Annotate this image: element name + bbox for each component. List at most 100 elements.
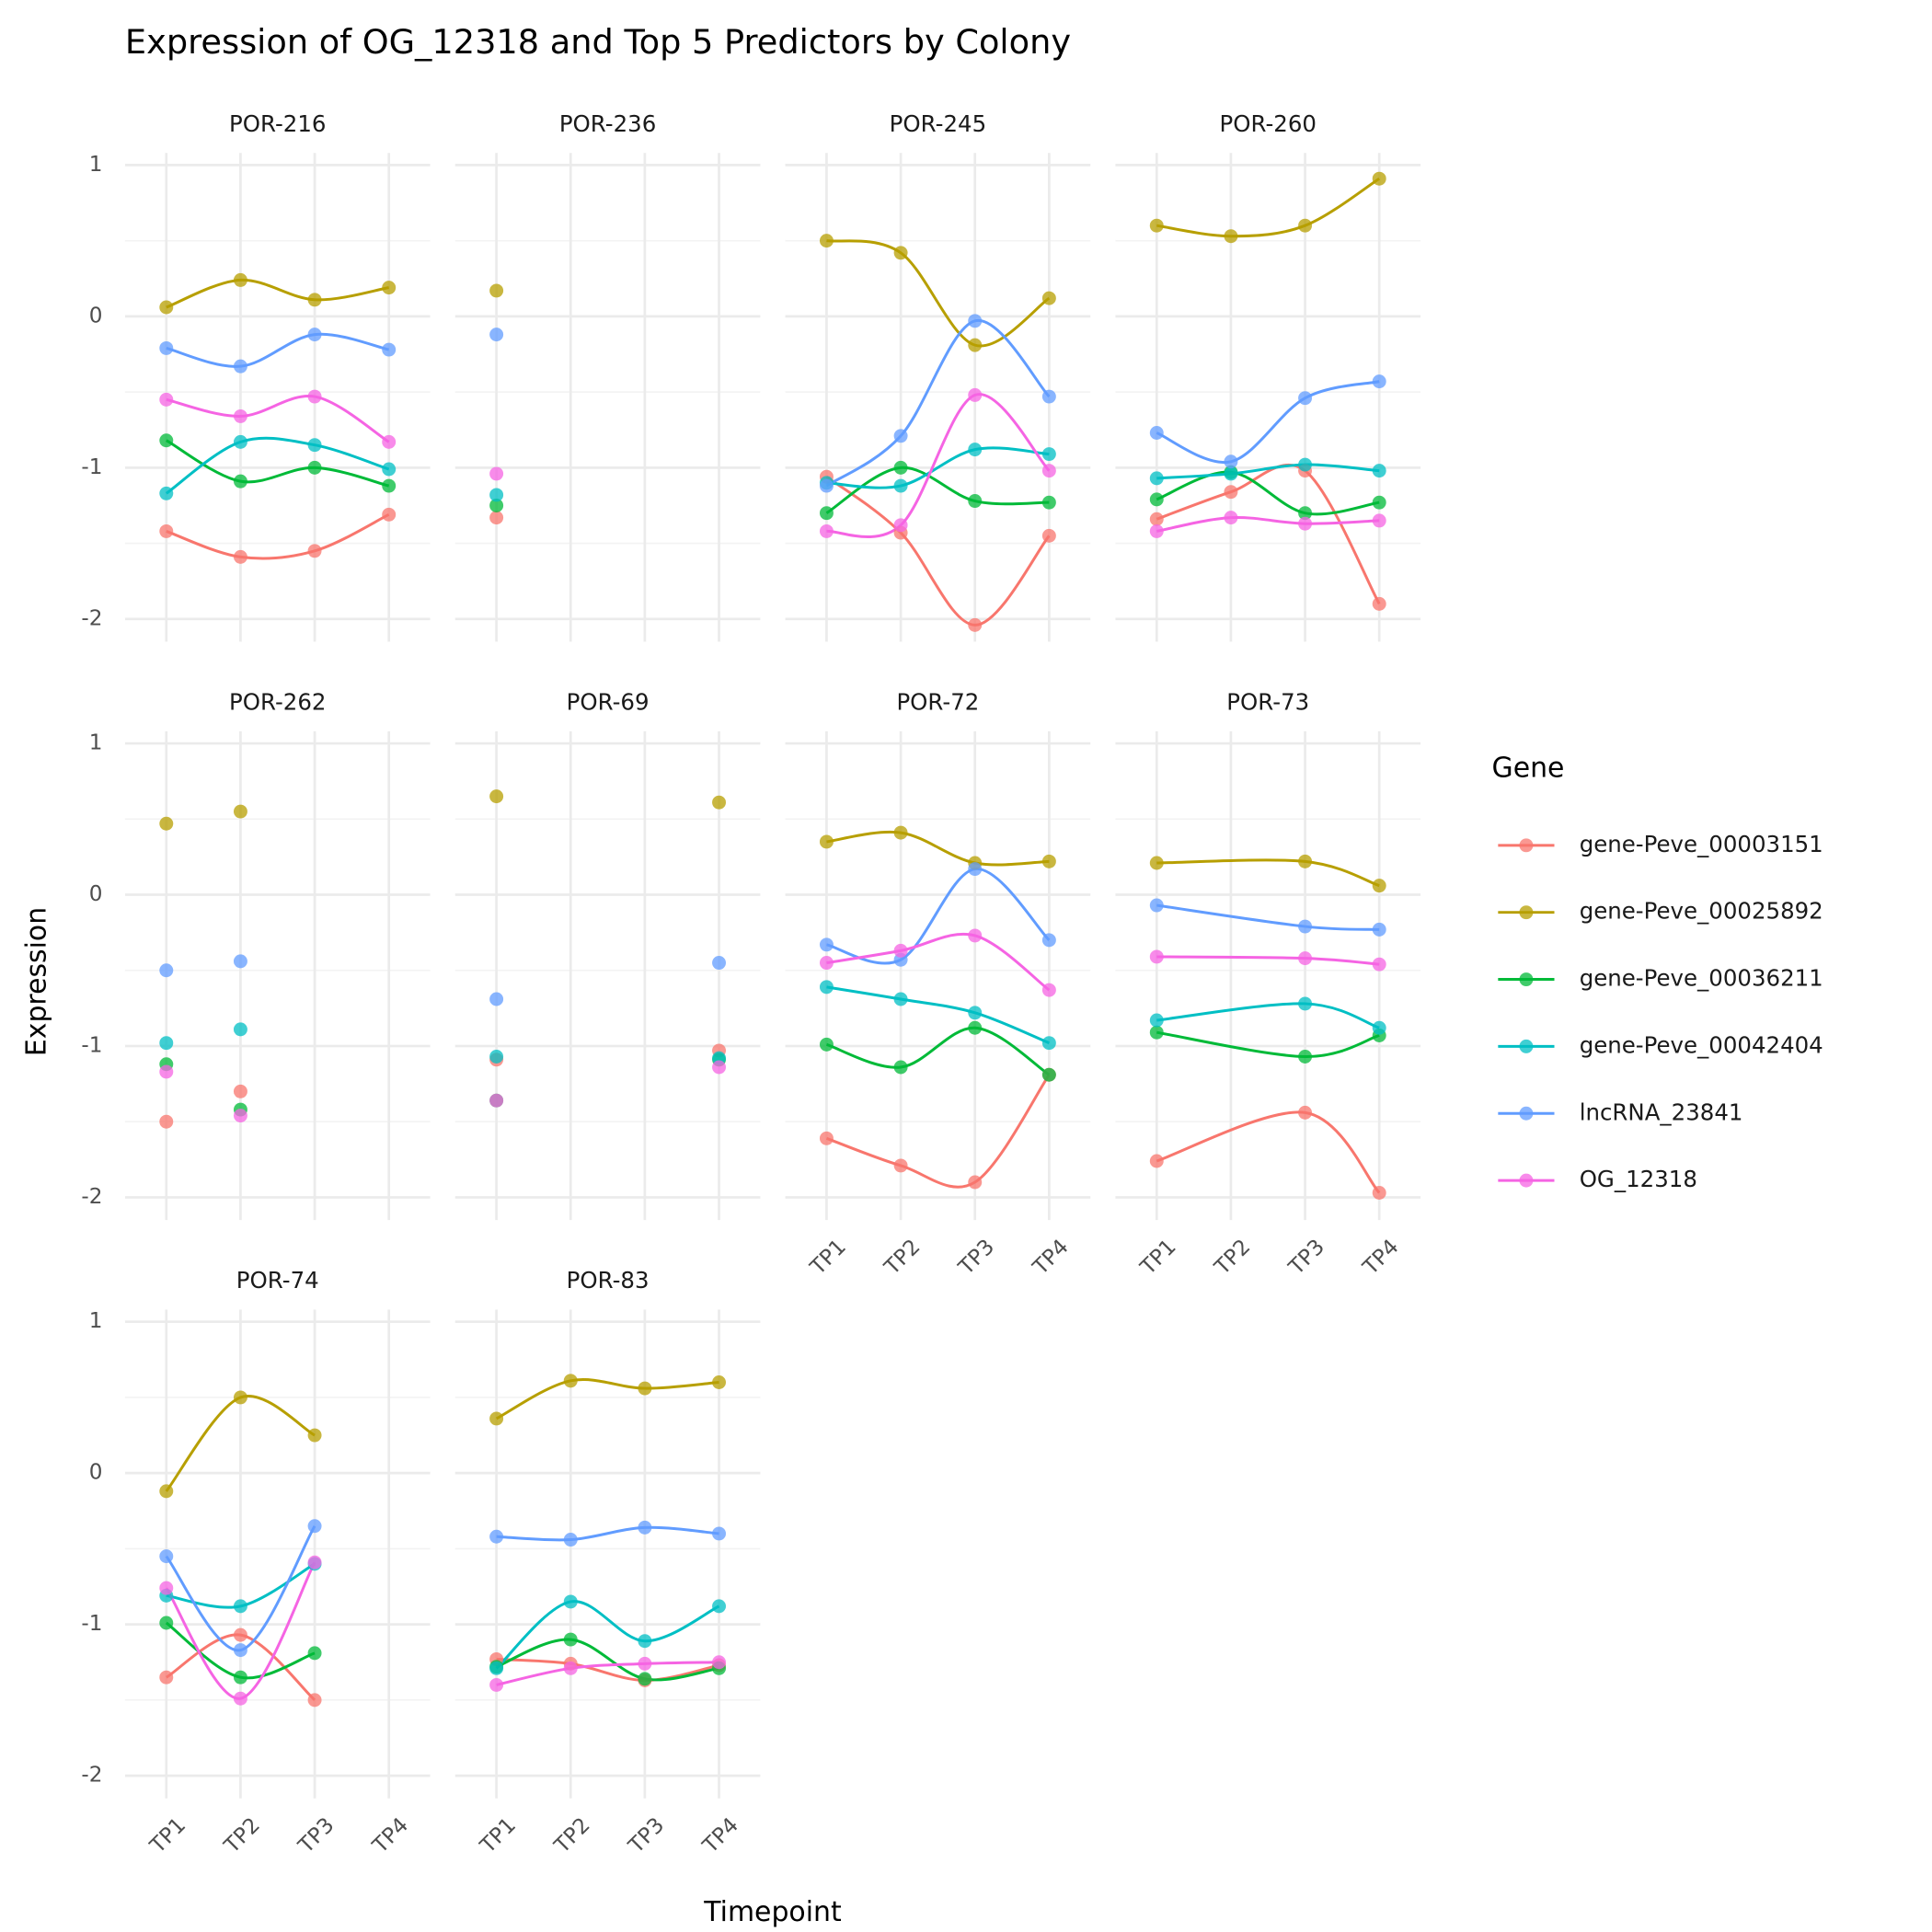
data-point	[233, 474, 247, 489]
data-point	[819, 937, 834, 952]
data-point	[563, 1632, 578, 1647]
series-line	[1156, 463, 1380, 480]
data-point	[1149, 949, 1164, 964]
data-point	[1372, 879, 1386, 893]
y-tick-label: -2	[81, 1185, 102, 1209]
data-point	[893, 429, 908, 443]
legend-point	[1519, 1039, 1534, 1053]
data-point	[307, 438, 322, 453]
x-tick-label: TP2	[880, 1235, 925, 1280]
data-point	[159, 340, 174, 355]
x-tick-label: TP1	[1135, 1235, 1180, 1280]
series-line	[496, 1638, 719, 1682]
data-point	[307, 1693, 322, 1708]
data-point	[819, 478, 834, 493]
data-point	[489, 1529, 504, 1544]
data-point	[382, 342, 397, 357]
data-point	[1149, 1025, 1164, 1040]
data-point	[1372, 171, 1386, 186]
data-point	[638, 1634, 652, 1649]
series-line	[825, 1026, 1051, 1076]
data-point	[1298, 996, 1313, 1011]
y-tick-label: 0	[89, 304, 103, 328]
data-point	[382, 281, 397, 295]
series-line	[826, 932, 1051, 992]
data-point	[489, 789, 504, 804]
data-point	[159, 433, 174, 448]
data-point	[233, 1390, 247, 1405]
data-point	[382, 462, 397, 477]
data-point	[819, 506, 834, 521]
data-point	[233, 1643, 247, 1658]
data-point	[819, 1131, 834, 1145]
x-tick-label: TP3	[954, 1235, 999, 1280]
series-line	[826, 393, 1051, 538]
series-line	[1156, 903, 1380, 931]
series-line	[1156, 177, 1381, 238]
data-point	[159, 1036, 174, 1051]
series-line	[166, 439, 390, 488]
data-point	[382, 478, 397, 493]
legend-point	[1519, 1173, 1534, 1188]
data-point	[1149, 523, 1164, 538]
data-point	[307, 544, 322, 558]
series-line	[1156, 380, 1380, 465]
data-point	[1041, 1067, 1056, 1082]
data-point	[233, 1084, 247, 1098]
data-point	[1041, 447, 1056, 462]
data-point	[968, 443, 983, 457]
data-point	[233, 1022, 247, 1037]
data-point	[712, 1599, 727, 1614]
data-point	[638, 1672, 652, 1686]
data-point	[712, 1526, 727, 1541]
data-point	[968, 862, 983, 877]
data-point	[819, 834, 834, 849]
data-point	[712, 956, 727, 971]
facet-title: POR-74	[236, 1267, 319, 1294]
x-tick-label: TP2	[549, 1813, 594, 1858]
data-point	[159, 392, 174, 407]
data-point	[1149, 471, 1164, 486]
data-point	[968, 314, 983, 328]
data-point	[638, 1520, 652, 1535]
legend-label: gene-Peve_00003151	[1580, 831, 1823, 857]
facet-title: POR-83	[567, 1267, 650, 1294]
data-point	[1149, 1013, 1164, 1028]
data-point	[712, 795, 727, 810]
data-point	[489, 511, 504, 525]
legend-title: Gene	[1492, 752, 1565, 784]
data-point	[159, 1064, 174, 1079]
data-point	[1041, 1036, 1056, 1051]
series-line	[1156, 464, 1381, 605]
y-tick-label: -2	[81, 1764, 102, 1788]
data-point	[1149, 512, 1164, 526]
data-point	[233, 1670, 247, 1685]
data-point	[382, 507, 397, 522]
data-point	[1298, 1105, 1313, 1120]
data-point	[893, 246, 908, 260]
data-point	[1041, 389, 1056, 404]
facet-title: POR-236	[559, 110, 657, 137]
series-line	[826, 868, 1051, 965]
data-point	[489, 1411, 504, 1426]
data-point	[1372, 464, 1386, 478]
data-point	[819, 1037, 834, 1052]
data-point	[159, 300, 174, 315]
data-point	[819, 234, 834, 248]
legend-label: gene-Peve_00025892	[1580, 898, 1823, 925]
y-tick-label: 1	[89, 1309, 103, 1333]
series-line	[1156, 1110, 1381, 1194]
data-point	[489, 1677, 504, 1692]
data-point	[563, 1533, 578, 1547]
data-point	[307, 1519, 322, 1534]
data-point	[233, 408, 247, 423]
series-line	[496, 1525, 719, 1542]
x-tick-label: TP4	[1358, 1235, 1403, 1280]
data-point	[1372, 1020, 1386, 1035]
facet-title: POR-262	[229, 689, 327, 716]
x-tick-label: TP3	[1284, 1235, 1329, 1280]
data-point	[1298, 391, 1313, 406]
series-line	[1156, 1002, 1380, 1029]
x-tick-label: TP1	[806, 1235, 851, 1280]
